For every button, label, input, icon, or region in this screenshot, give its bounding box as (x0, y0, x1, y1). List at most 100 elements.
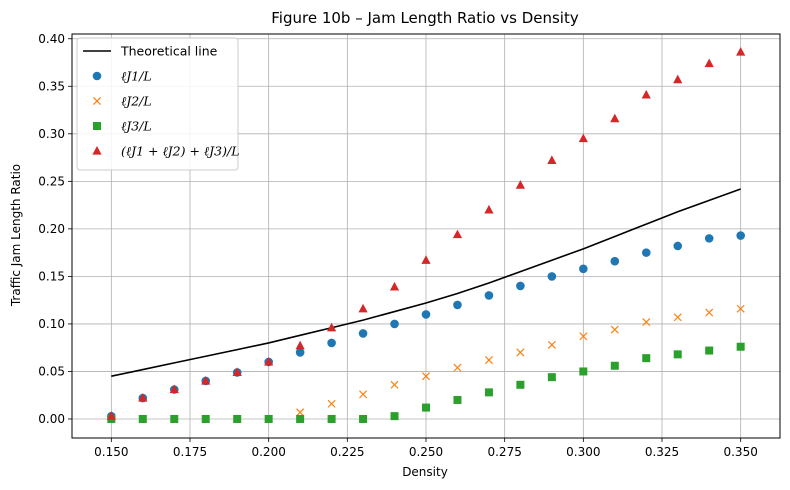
data-point (453, 300, 462, 310)
data-point (359, 390, 368, 399)
data-point (358, 329, 368, 338)
y-tick-label: 0.15 (38, 269, 65, 283)
data-point (547, 272, 557, 281)
data-point (515, 180, 525, 189)
data-point (452, 229, 463, 239)
data-point (295, 348, 305, 357)
legend-label: ℓJ3/L (121, 119, 152, 134)
data-point (421, 372, 431, 381)
legend-marker (92, 146, 102, 155)
data-point (138, 393, 148, 402)
data-point (453, 395, 462, 404)
data-point (390, 412, 399, 421)
data-point (610, 361, 619, 370)
data-point (422, 403, 430, 412)
x-tick-label: 0.200 (251, 445, 285, 459)
legend-label: Theoretical line (120, 44, 218, 59)
data-point (704, 58, 714, 68)
legend-marker (92, 71, 102, 81)
data-point (547, 155, 557, 165)
data-point (484, 356, 493, 365)
data-point (106, 411, 116, 420)
data-point (516, 380, 525, 389)
data-point (704, 234, 714, 243)
data-point (516, 281, 525, 291)
y-axis: 0.00 0.05 0.10 0.15 0.20 0.25 0.30 0.35 0.40 (38, 32, 72, 426)
data-point (232, 367, 242, 377)
series-0 (111, 188, 741, 377)
legend-box (76, 37, 239, 171)
x-tick-label: 0.250 (409, 445, 443, 459)
data-point (359, 414, 368, 423)
y-tick-label: 0.35 (38, 79, 65, 93)
data-point (169, 384, 179, 394)
data-point (138, 414, 147, 423)
data-point (673, 241, 683, 251)
data-point (233, 414, 242, 423)
data-point (578, 133, 588, 143)
data-point (295, 340, 305, 350)
legend-label: ℓJ1/L (121, 69, 152, 84)
legend-item: Theoretical line (83, 44, 218, 59)
legend-item: ℓJ3/L (93, 119, 152, 134)
data-point (327, 322, 337, 332)
data-point (264, 356, 274, 366)
x-tick-label: 0.350 (723, 445, 757, 459)
data-point (201, 414, 210, 423)
legend: Theoretical line ℓJ1/L ℓJ2/L ℓJ3/L (ℓJ1 + ℓJ… (76, 37, 240, 171)
data-point (736, 231, 745, 240)
y-tick-label: 0.30 (38, 127, 65, 141)
legend-label: ℓJ2/L (121, 94, 152, 109)
data-point (610, 256, 620, 266)
data-point (201, 375, 211, 385)
x-tick-label: 0.300 (566, 445, 600, 459)
x-tick-label: 0.275 (487, 445, 521, 459)
legend-item: ℓJ1/L (92, 69, 152, 84)
data-point (484, 291, 494, 300)
legend-label: (ℓJ1 + ℓJ2) + ℓJ3)/L (121, 144, 240, 159)
data-point (327, 414, 336, 423)
data-point (641, 89, 651, 99)
x-tick-label: 0.225 (330, 445, 364, 459)
grid (72, 34, 780, 438)
data-point (673, 74, 683, 84)
data-point (705, 308, 714, 317)
data-point (264, 414, 273, 423)
plot-area (106, 47, 746, 424)
legend-marker (92, 96, 102, 106)
data-point (296, 408, 305, 417)
data-point (327, 399, 336, 408)
data-point (673, 350, 682, 359)
data-point (516, 348, 525, 357)
data-point (579, 367, 588, 376)
data-point (610, 113, 620, 123)
legend-marker (93, 122, 101, 130)
theoretical-line (111, 188, 741, 377)
data-point (579, 264, 588, 274)
x-axis: 0.150 0.175 0.200 0.225 0.250 0.275 0.300 0.325… (94, 438, 758, 459)
x-tick-label: 0.150 (94, 445, 128, 459)
data-point (642, 354, 651, 363)
x-tick-label: 0.175 (173, 445, 207, 459)
data-point (421, 310, 431, 319)
data-point (390, 319, 399, 329)
x-axis-label: Density (402, 465, 448, 479)
data-point (453, 363, 462, 372)
data-point (641, 248, 651, 257)
chart-title: Figure 10b – Jam Length Ratio vs Density (271, 9, 579, 27)
data-point (389, 281, 400, 291)
data-point (610, 325, 619, 334)
data-point (170, 414, 179, 423)
y-tick-label: 0.20 (38, 222, 65, 236)
data-point (547, 373, 556, 382)
data-point (705, 346, 714, 355)
data-point (484, 204, 494, 214)
data-point (736, 47, 746, 56)
data-point (358, 303, 368, 313)
y-axis-label: Traffic Jam Length Ratio (9, 164, 23, 307)
y-tick-label: 0.40 (38, 32, 65, 46)
data-point (327, 338, 336, 348)
data-point (484, 388, 493, 397)
series-4 (106, 47, 746, 420)
